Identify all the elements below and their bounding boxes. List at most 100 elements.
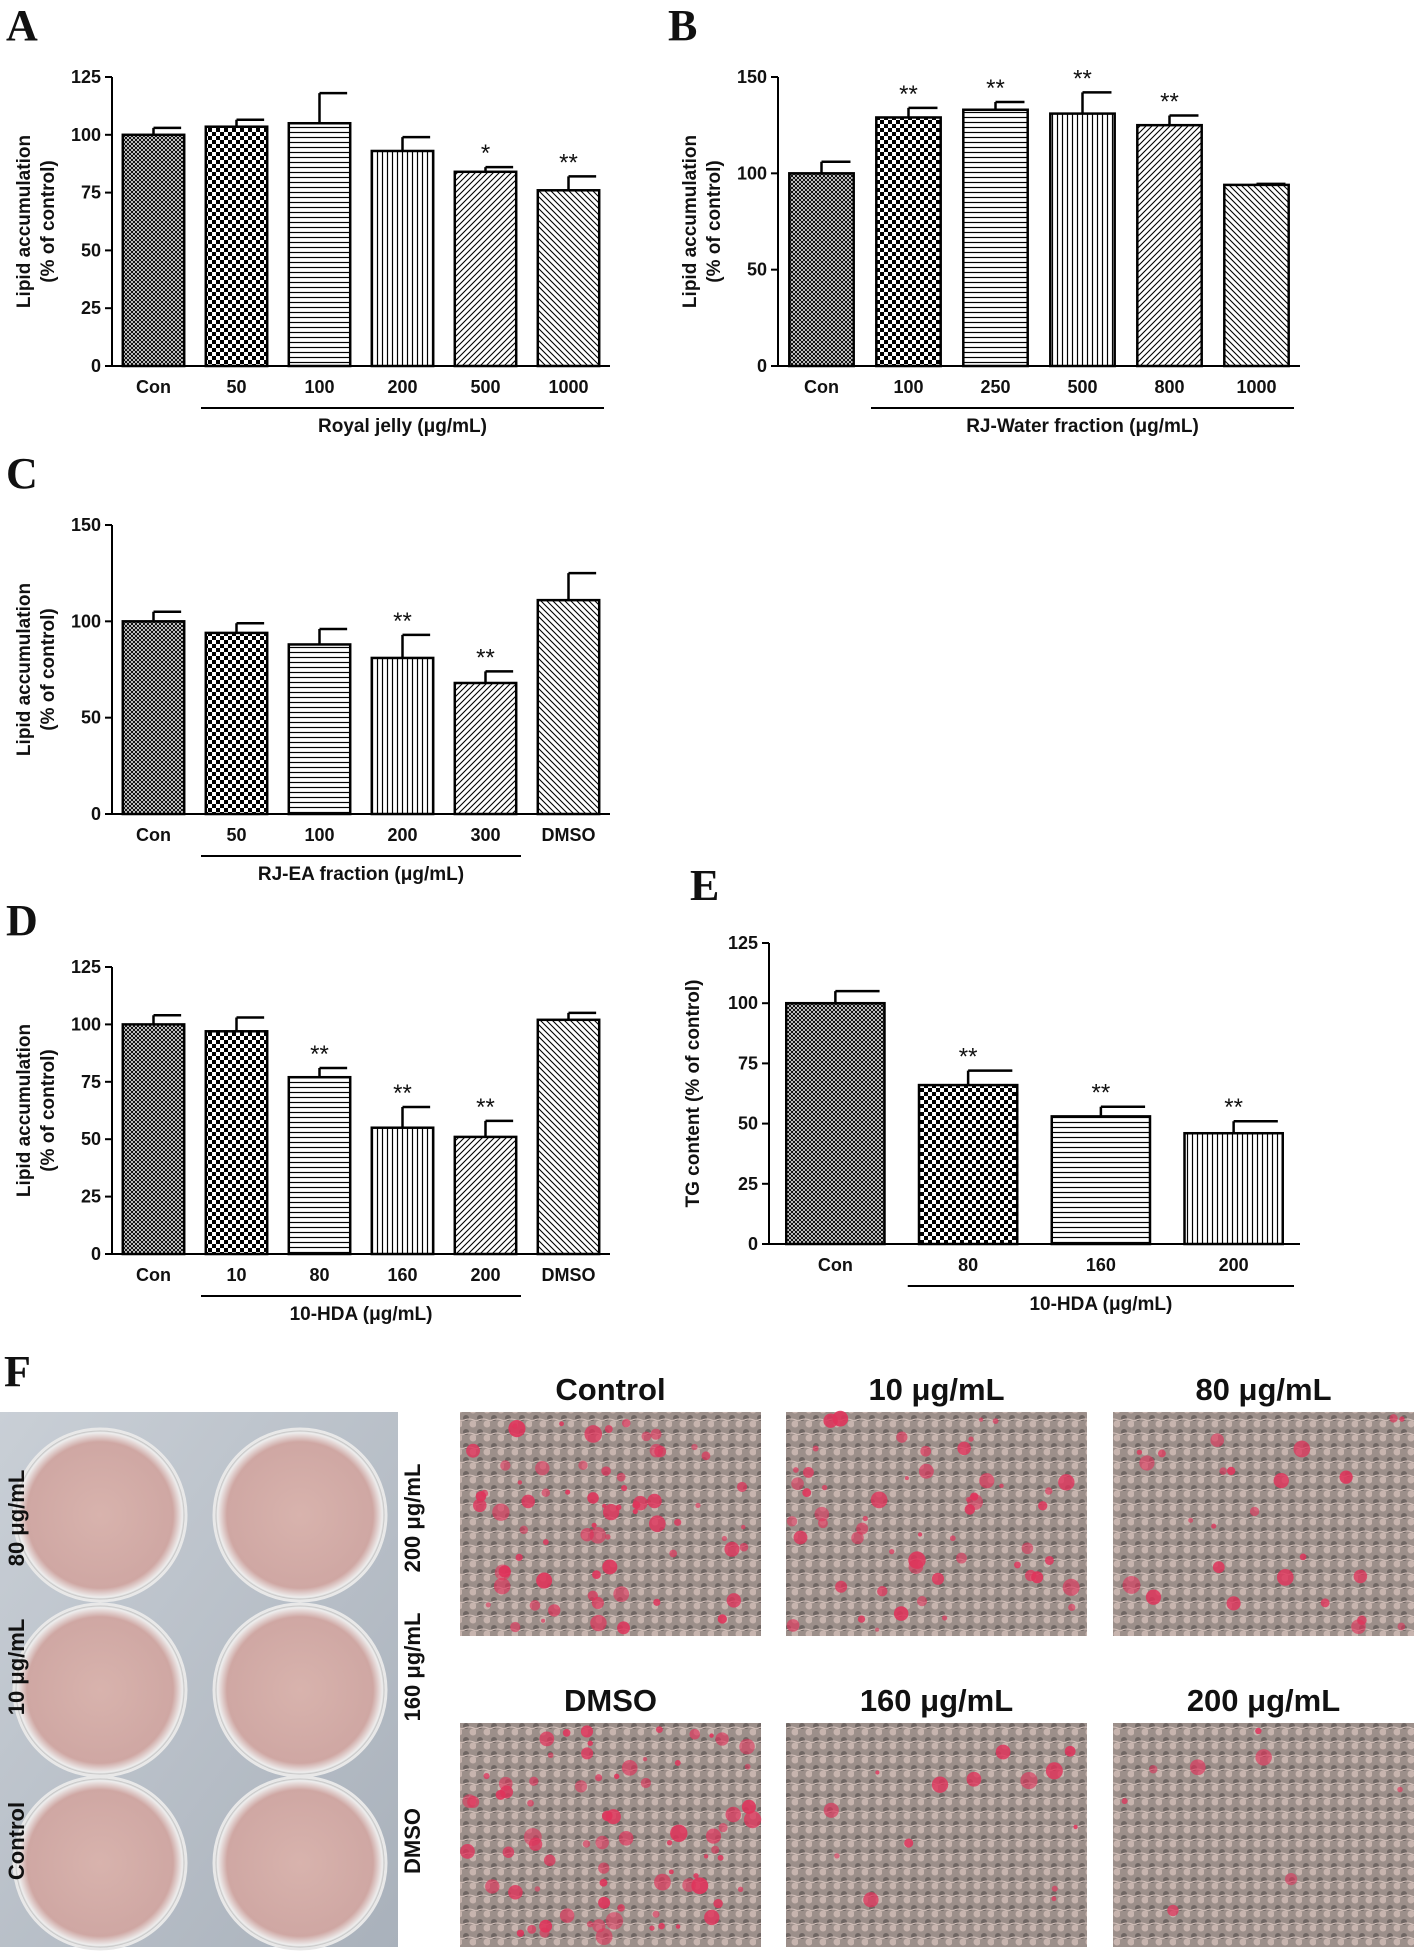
x-tick-label: 10 <box>226 1265 246 1285</box>
panel-letter: E <box>690 861 719 910</box>
panel-letter: F <box>4 1347 31 1396</box>
stain-spot <box>618 1830 634 1846</box>
stain-spot <box>595 1835 609 1850</box>
significance-label: ** <box>899 81 918 108</box>
error-bar <box>401 633 431 658</box>
y-tick-label: 100 <box>737 163 767 183</box>
stain-spot <box>1399 1416 1405 1422</box>
stain-spot <box>1249 1506 1260 1517</box>
significance-label: ** <box>559 149 578 176</box>
x-tick-label: 80 <box>309 1265 329 1285</box>
y-tick-label: 150 <box>737 67 767 87</box>
bar <box>453 170 518 368</box>
stain-spot <box>1020 1772 1038 1790</box>
stain-spot <box>466 1443 481 1458</box>
error-bar <box>994 100 1025 110</box>
x-tick-label: 200 <box>470 1265 500 1285</box>
stain-spot <box>591 1596 604 1610</box>
x-tick-label: 160 <box>1086 1255 1116 1275</box>
stain-spot <box>621 1418 631 1428</box>
stain-spot <box>1044 1487 1053 1495</box>
micrograph-bg <box>786 1412 1087 1636</box>
stain-spot <box>1397 1786 1403 1793</box>
bar <box>287 643 352 816</box>
stain-spot <box>670 1824 688 1842</box>
stain-spot <box>502 1846 515 1858</box>
stain-spot <box>621 1484 628 1492</box>
x-tick-label: 200 <box>387 825 417 845</box>
stain-spot <box>979 1473 995 1489</box>
stain-spot <box>565 1489 571 1495</box>
well <box>212 1775 388 1951</box>
stain-spot <box>604 1534 611 1540</box>
stain-spot <box>857 1615 866 1623</box>
x-axis-label: RJ-Water fraction (μg/mL) <box>966 416 1199 437</box>
bar <box>962 108 1029 368</box>
stain-spot <box>535 1460 550 1476</box>
x-tick-label: Con <box>818 1255 853 1275</box>
stain-spot <box>1255 1749 1272 1766</box>
stain-spot <box>587 1740 593 1746</box>
stain-spot <box>992 1418 999 1425</box>
x-tick-label: 200 <box>387 377 417 397</box>
stain-spot <box>515 1553 523 1562</box>
y-tick-label: 75 <box>81 183 101 203</box>
stain-spot <box>1226 1466 1236 1476</box>
stain-spot <box>604 1425 613 1433</box>
stain-spot <box>721 1535 728 1542</box>
stain-spot <box>1014 1561 1021 1569</box>
bar <box>917 1083 1019 1246</box>
stain-spot <box>979 1417 984 1422</box>
stain-spot <box>1212 1561 1225 1574</box>
stain-spot <box>870 1491 888 1509</box>
stain-spot <box>739 1738 755 1755</box>
stain-spot <box>492 1503 510 1521</box>
stain-spot <box>957 1441 971 1456</box>
y-tick-label: 100 <box>71 1014 101 1034</box>
stain-spot <box>601 1810 613 1822</box>
y-axis-label: (% of control) <box>38 1049 59 1171</box>
stain-spot <box>498 1565 511 1578</box>
stain-spot <box>527 1799 534 1807</box>
significance-label: ** <box>476 644 495 671</box>
stain-spot <box>562 1729 571 1737</box>
error-bar <box>1099 1105 1146 1117</box>
stain-spot <box>1188 1517 1194 1523</box>
stain-spot <box>613 1586 630 1603</box>
plate-label: 200 μg/mL <box>400 1464 425 1573</box>
well <box>12 1602 188 1778</box>
y-tick-label: 50 <box>81 1129 101 1149</box>
bar <box>536 189 601 368</box>
bar <box>875 116 942 368</box>
y-axis-label: TG content (% of control) <box>683 980 704 1208</box>
bar <box>204 125 269 368</box>
error-bar <box>1232 1119 1278 1134</box>
stain-spot <box>668 1869 674 1875</box>
x-tick-label: 250 <box>980 377 1010 397</box>
error-bar <box>567 175 597 191</box>
stain-spot <box>653 1598 661 1606</box>
stain-spot <box>1189 1759 1206 1776</box>
stain-spot <box>1276 1569 1294 1586</box>
stain-spot <box>581 1747 594 1760</box>
stain-spot <box>475 1490 487 1502</box>
stain-spot <box>601 1466 611 1476</box>
stain-spot <box>823 1413 838 1428</box>
stain-spot <box>1299 1553 1307 1561</box>
stain-spot <box>669 1549 678 1558</box>
stain-spot <box>726 1593 742 1608</box>
stain-spot <box>595 1928 613 1946</box>
y-tick-label: 25 <box>738 1174 758 1194</box>
stain-spot <box>485 1879 500 1894</box>
stain-spot <box>737 1886 744 1892</box>
bar <box>121 133 186 368</box>
stain-spot <box>713 1898 723 1909</box>
stain-spot <box>814 1506 830 1522</box>
bar <box>453 681 518 816</box>
y-tick-label: 25 <box>81 298 101 318</box>
stain-spot <box>602 1559 618 1575</box>
x-tick-label: Con <box>136 1265 171 1285</box>
stain-spot <box>802 1466 814 1478</box>
stain-spot <box>875 1770 880 1775</box>
stain-spot <box>536 1572 553 1589</box>
